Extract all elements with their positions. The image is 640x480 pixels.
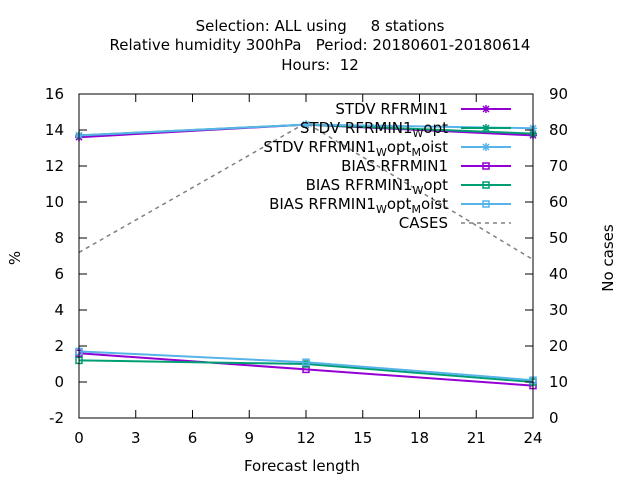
y2-tick-label: 90: [549, 85, 568, 103]
y2-tick-label: 80: [549, 121, 568, 139]
legend-marker-0: [482, 105, 490, 113]
chart-title-line-2: Relative humidity 300hPa Period: 2018060…: [109, 36, 531, 54]
legend-label-2: STDV RFRMIN1WoptMoist: [263, 138, 448, 159]
x-tick-label: 6: [188, 429, 198, 447]
legend-label-0: STDV RFRMIN1: [335, 100, 448, 118]
y-tick-label: 16: [45, 85, 64, 103]
series-line-5: [78, 350, 534, 382]
x-tick-label: 24: [523, 429, 542, 447]
y2-tick-label: 70: [549, 157, 568, 175]
y-tick-label: -2: [49, 409, 64, 427]
y-tick-label: 0: [54, 373, 64, 391]
y2-tick-label: 30: [549, 301, 568, 319]
chart-title-line-1: Selection: ALL using 8 stations: [195, 17, 445, 35]
x-tick-label: 0: [74, 429, 84, 447]
series-line-3: [78, 352, 534, 387]
y2-tick-label: 0: [549, 409, 559, 427]
legend-label-1: STDV RFRMIN1Wopt: [300, 119, 448, 140]
legend-label-4: BIAS RFRMIN1Wopt: [306, 176, 448, 197]
y2-tick-label: 50: [549, 229, 568, 247]
x-tick-label: 15: [353, 429, 372, 447]
x-tick-label: 3: [131, 429, 141, 447]
y-tick-label: 6: [54, 265, 64, 283]
data-point-5-1: [302, 358, 310, 366]
y-tick-label: 10: [45, 193, 64, 211]
legend-label-3: BIAS RFRMIN1: [341, 157, 448, 175]
y-tick-label: 2: [54, 337, 64, 355]
y-tick-label: 8: [54, 229, 64, 247]
y-axis-label: %: [6, 251, 24, 265]
x-tick-label: 9: [244, 429, 254, 447]
x-tick-label: 12: [296, 429, 315, 447]
y-tick-label: 4: [54, 301, 64, 319]
legend-label-6: CASES: [399, 214, 448, 232]
y2-tick-label: 20: [549, 337, 568, 355]
y2-axis-label: No cases: [599, 224, 617, 292]
y2-tick-label: 10: [549, 373, 568, 391]
series-line-4: [78, 359, 534, 383]
legend-marker-3: [482, 162, 490, 170]
legend-marker-1: [482, 124, 490, 132]
data-point-2-1: [302, 120, 310, 129]
x-tick-label: 21: [467, 429, 486, 447]
x-tick-label: 18: [410, 429, 429, 447]
legend-marker-5: [482, 200, 490, 208]
legend-marker-2: [482, 143, 490, 151]
y-tick-label: 12: [45, 157, 64, 175]
x-axis-label: Forecast length: [244, 457, 360, 475]
chart-title-line-3: Hours: 12: [281, 56, 359, 74]
y-tick-label: 14: [45, 121, 64, 139]
y2-tick-label: 40: [549, 265, 568, 283]
y2-tick-label: 60: [549, 193, 568, 211]
legend-marker-4: [482, 181, 490, 189]
legend-label-5: BIAS RFRMIN1WoptMoist: [269, 195, 448, 216]
